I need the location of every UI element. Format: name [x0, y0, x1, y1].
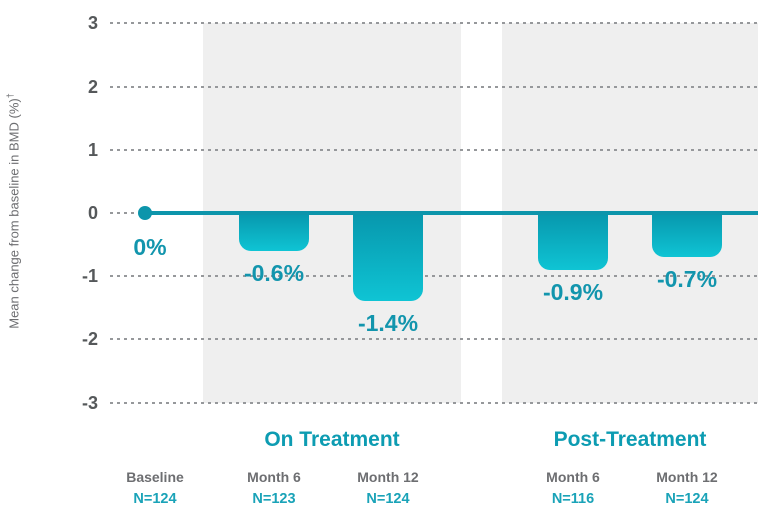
y-tick-label-3: 3: [87, 13, 98, 34]
baseline-point-marker: [138, 206, 152, 220]
bar-on-treatment-month-6: [239, 213, 309, 251]
y-axis-title-text: Mean change from baseline in BMD (%): [6, 98, 22, 329]
gridline-y2: [110, 85, 758, 88]
bar-value-label: -0.7%: [656, 266, 718, 293]
y-tick-label--3: -3: [81, 392, 98, 413]
n-count-label-5: N=124: [665, 491, 709, 507]
y-tick-label--1: -1: [81, 266, 98, 287]
group-title-1: On Treatment: [264, 428, 400, 451]
bar-post-treatment-month-6: [538, 213, 608, 270]
y-tick-label--2: -2: [81, 329, 98, 350]
n-count-label-4: N=116: [551, 491, 595, 507]
bar-value-label: -0.9%: [542, 278, 604, 305]
gridline-y-2: [110, 338, 758, 341]
baseline-value-label: 0%: [133, 234, 167, 260]
gridline-y1: [110, 148, 758, 151]
x-category-label-5: Month 12: [656, 469, 718, 485]
bar-on-treatment-month-12: [353, 213, 423, 302]
gridline-y-3: [110, 401, 758, 404]
bar-value-label: -1.4%: [357, 310, 419, 337]
n-count-label-2: N=123: [252, 491, 296, 507]
zero-baseline-line: [145, 211, 758, 215]
x-category-label-3: Month 12: [357, 469, 419, 485]
y-tick-label-2: 2: [87, 76, 98, 97]
gridline-y-1: [110, 275, 758, 278]
bar-value-label: -0.6%: [243, 259, 305, 286]
gridline-y0: [110, 212, 134, 214]
y-tick-label-1: 1: [87, 139, 98, 160]
bar-post-treatment-month-12: [652, 213, 722, 258]
x-category-label-2: Month 6: [247, 469, 301, 485]
x-category-label-4: Month 6: [546, 469, 600, 485]
y-axis-title: Mean change from baseline in BMD (%)†: [5, 11, 23, 411]
group-title-2: Post-Treatment: [553, 428, 707, 451]
x-category-label-1: Baseline: [126, 469, 184, 485]
gridline-y3: [110, 22, 758, 25]
n-count-label-3: N=124: [366, 491, 410, 507]
n-count-label-1: N=124: [133, 491, 177, 507]
dagger-footnote-mark: †: [5, 93, 15, 99]
y-tick-label-0: 0: [87, 203, 98, 223]
